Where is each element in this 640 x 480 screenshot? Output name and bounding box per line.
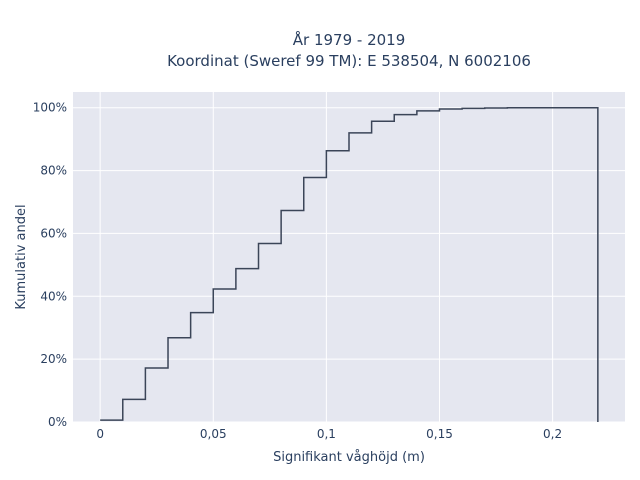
y-tick-label: 60% [40,226,67,240]
chart-title-line-2: Koordinat (Sweref 99 TM): E 538504, N 60… [167,52,531,70]
chart-title-line-1: År 1979 - 2019 [293,30,406,49]
axis-tick-labels: 0% 20% 40% 60% 80% 100% 0 0,05 0,1 0,15 0,2 [33,101,562,441]
x-tick-label: 0 [96,427,104,441]
y-tick-label: 0% [48,415,67,429]
y-axis-title: Kumulativ andel [14,204,29,309]
x-tick-label: 0,1 [317,427,336,441]
x-tick-label: 0,05 [200,427,227,441]
y-tick-label: 80% [40,164,67,178]
x-tick-label: 0,15 [426,427,453,441]
y-tick-label: 40% [40,289,67,303]
cumulative-step-line [100,106,599,422]
series-layer [100,106,599,422]
x-tick-label: 0,2 [543,427,562,441]
y-tick-label: 20% [40,352,67,366]
grid-lines [73,92,625,423]
x-axis-title: Signifikant våghöjd (m) [273,450,425,465]
y-tick-label: 100% [33,101,67,115]
